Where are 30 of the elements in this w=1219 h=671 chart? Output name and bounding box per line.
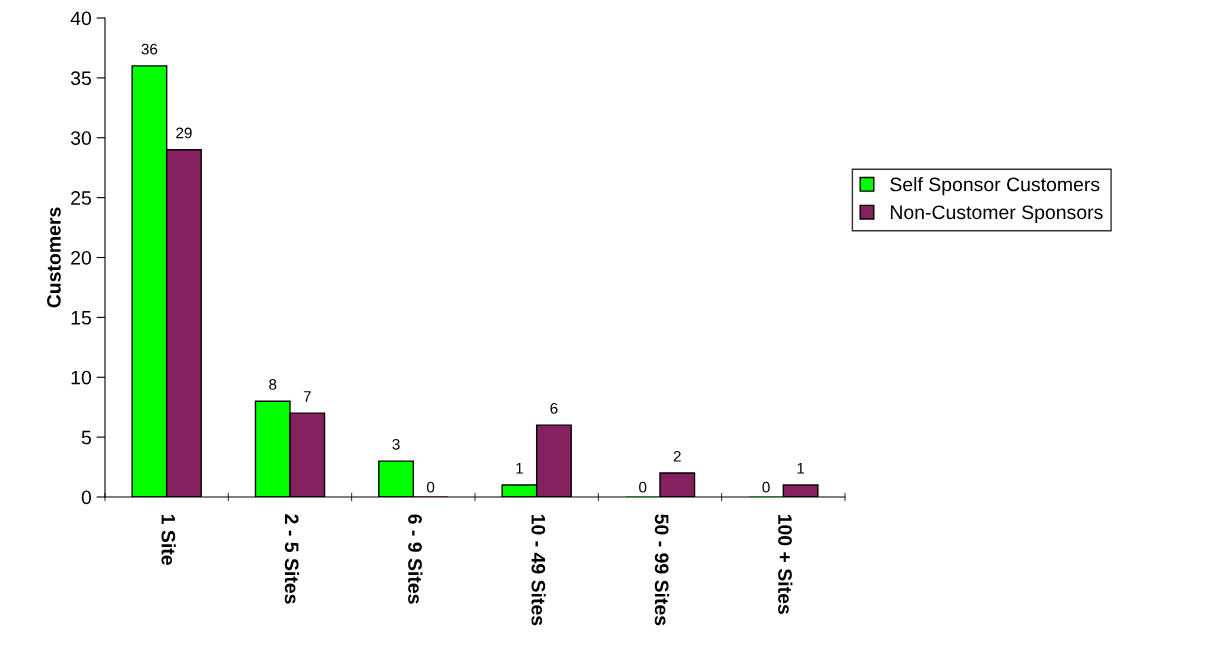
y-axis-title: Customers (47, 207, 61, 308)
y-tick-label: 40 (70, 11, 92, 26)
legend-label: Non-Customer Sponsors (890, 205, 1103, 224)
data-label: 6 (550, 402, 558, 414)
y-tick-label: 5 (81, 430, 91, 445)
legend-label: Self Sponsor Customers (890, 177, 1100, 196)
data-label: 7 (303, 391, 311, 402)
data-label: 36 (141, 43, 158, 55)
y-tick-label: 20 (71, 250, 92, 265)
data-label: 0 (426, 481, 435, 493)
data-label: 0 (639, 481, 647, 493)
data-label: 0 (762, 481, 770, 493)
y-tick-label: 10 (71, 370, 92, 385)
x-tick-label: 2 - 5 Sites (284, 514, 300, 604)
y-tick-label: 35 (70, 71, 91, 86)
x-tick-label: 1 Site (161, 514, 176, 565)
data-label: 29 (176, 127, 192, 139)
x-tick-label: 50 - 99 Sites (654, 514, 670, 626)
data-label: 1 (516, 463, 523, 474)
y-tick-label: 30 (70, 131, 92, 145)
y-tick-label: 15 (71, 311, 91, 325)
data-label: 1 (797, 463, 805, 474)
y-tick-label: 0 (81, 490, 92, 505)
y-tick-label: 25 (71, 191, 91, 205)
data-label: 8 (269, 379, 277, 390)
data-label: 2 (673, 450, 681, 462)
x-tick-label: 100 + Sites (778, 514, 793, 614)
x-tick-label: 10 - 49 Sites (531, 514, 546, 626)
x-tick-label: 6 - 9 Sites (408, 514, 423, 604)
data-label: 3 (392, 438, 400, 450)
